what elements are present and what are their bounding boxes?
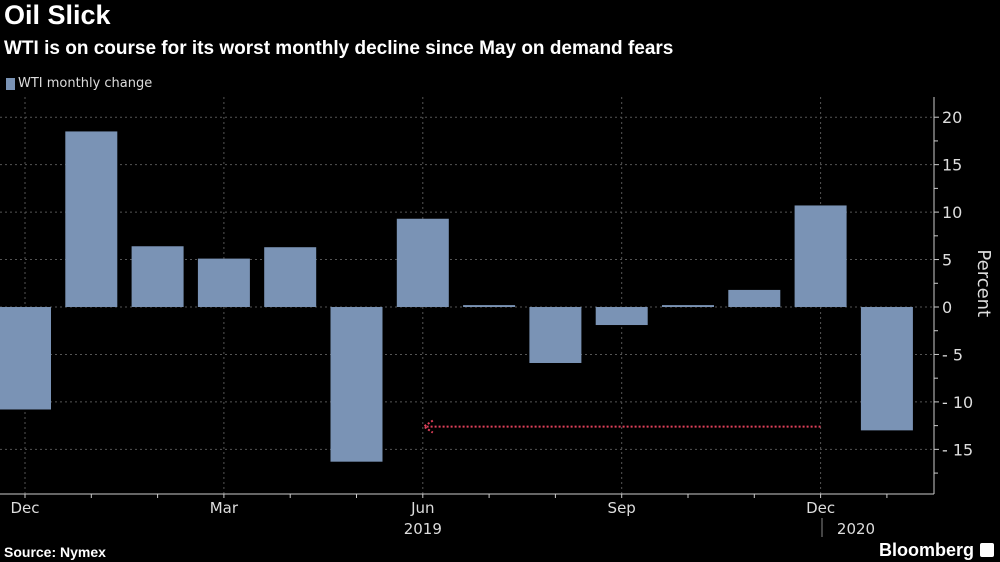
bar (330, 307, 383, 462)
bar (529, 307, 582, 363)
source-note: Source: Nymex (4, 544, 106, 560)
y-tick-label: - 5 (942, 345, 963, 364)
bar (264, 247, 317, 307)
y-tick-label: 0 (942, 298, 952, 317)
x-year-label: 2020 (837, 520, 875, 538)
x-tick-label: Dec (10, 499, 39, 517)
y-tick-label: 10 (942, 203, 962, 222)
brand-logo: Bloomberg (878, 540, 974, 560)
x-tick-label: Mar (210, 499, 239, 517)
x-tick-label: Jun (410, 499, 434, 517)
y-tick-label: - 15 (942, 440, 973, 459)
bar (595, 307, 648, 326)
chart-title: Oil Slick (4, 0, 111, 30)
y-tick-label: - 10 (942, 393, 973, 412)
bar (0, 307, 51, 410)
bar (65, 131, 118, 307)
legend: WTI monthly change (6, 76, 152, 91)
bar (662, 305, 714, 307)
y-tick-label: 5 (942, 251, 952, 270)
bar (860, 307, 913, 431)
bar (463, 305, 516, 307)
bar (794, 205, 847, 307)
bar (131, 246, 184, 307)
y-tick-label: 15 (942, 156, 962, 175)
bar (197, 258, 250, 307)
legend-label: WTI monthly change (18, 76, 153, 91)
chart-subtitle: WTI is on course for its worst monthly d… (4, 38, 674, 59)
bar (396, 218, 449, 307)
bar (728, 289, 781, 307)
x-tick-label: Dec (806, 499, 835, 517)
x-year-label: 2019 (404, 520, 442, 538)
y-axis-label: Percent (973, 249, 994, 317)
y-tick-label: 20 (942, 108, 962, 127)
legend-swatch (6, 77, 15, 90)
bloomberg-chart-icon (980, 543, 994, 557)
x-tick-label: Sep (608, 499, 636, 517)
